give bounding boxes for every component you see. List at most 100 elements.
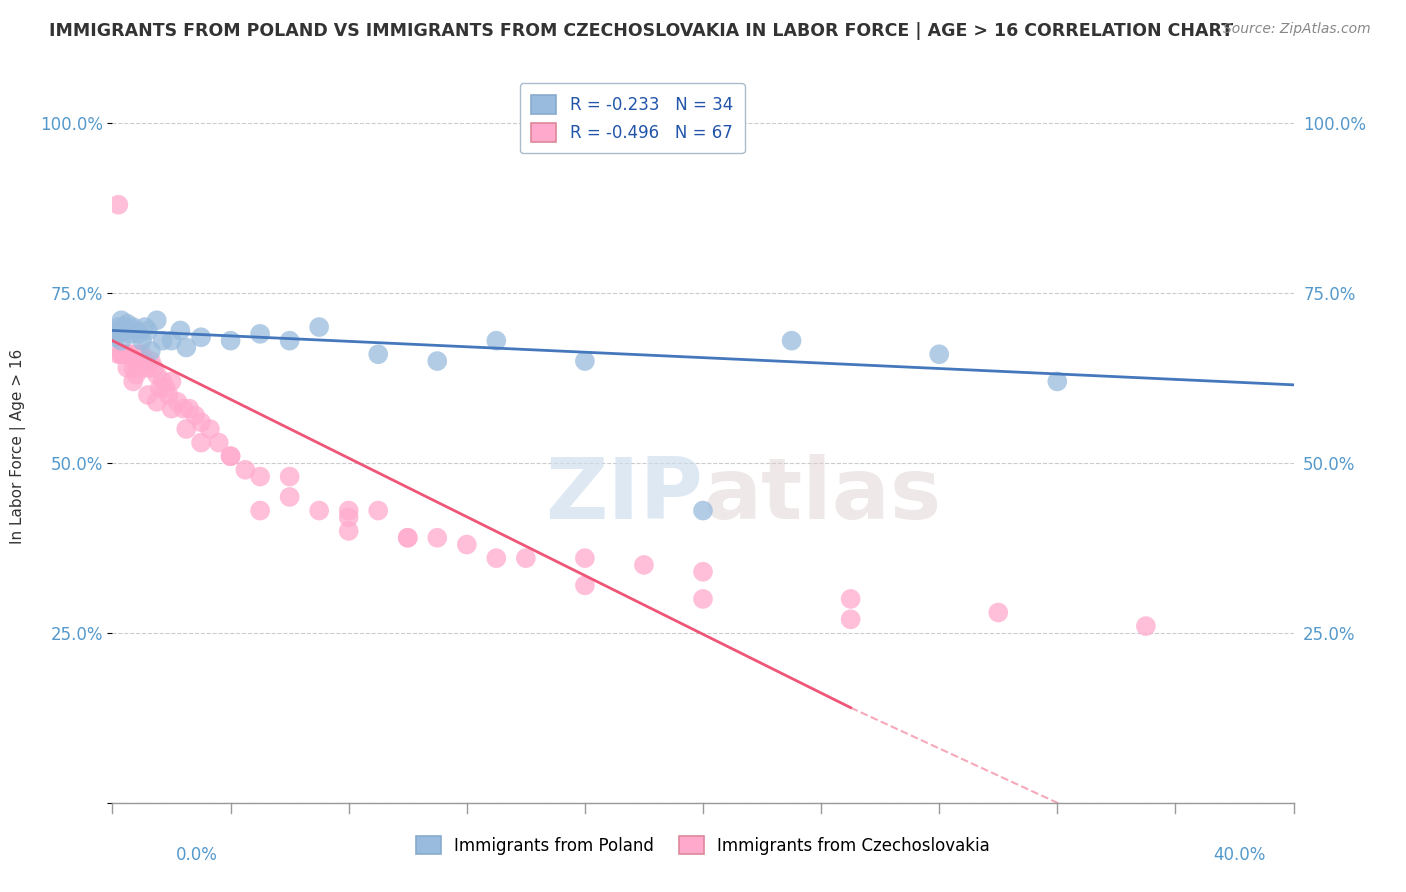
Point <box>107 320 129 334</box>
Point <box>122 320 145 334</box>
Point <box>125 368 148 382</box>
Legend: Immigrants from Poland, Immigrants from Czechoslovakia: Immigrants from Poland, Immigrants from … <box>409 830 997 862</box>
Point <box>174 341 197 355</box>
Point <box>128 326 150 341</box>
Legend: R = -0.233   N = 34, R = -0.496   N = 67: R = -0.233 N = 34, R = -0.496 N = 67 <box>520 83 745 153</box>
Point <box>198 422 221 436</box>
Point <box>278 334 301 348</box>
Point <box>839 591 862 606</box>
Point <box>104 330 127 344</box>
Point <box>396 531 419 545</box>
Text: ZIP: ZIP <box>546 454 703 538</box>
Point <box>308 320 330 334</box>
Point <box>160 334 183 348</box>
Point <box>136 360 159 375</box>
Point <box>172 401 194 416</box>
Point <box>131 334 153 348</box>
Point <box>190 435 212 450</box>
Point <box>146 313 169 327</box>
Point <box>117 347 138 361</box>
Point <box>149 381 172 395</box>
Point <box>337 524 360 538</box>
Point <box>112 347 135 361</box>
Point <box>839 612 862 626</box>
Point <box>125 323 148 337</box>
Point <box>122 360 145 375</box>
Y-axis label: In Labor Force | Age > 16: In Labor Force | Age > 16 <box>10 349 25 543</box>
Point <box>155 381 177 395</box>
Point <box>426 354 449 368</box>
Point <box>208 435 231 450</box>
Point <box>367 503 389 517</box>
Text: atlas: atlas <box>703 454 941 538</box>
Point <box>515 551 537 566</box>
Point <box>160 375 183 389</box>
Point <box>134 354 156 368</box>
Point <box>179 401 201 416</box>
Point <box>166 394 188 409</box>
Point <box>249 326 271 341</box>
Point <box>1135 619 1157 633</box>
Point <box>139 343 162 358</box>
Point <box>1046 375 1069 389</box>
Point <box>107 198 129 212</box>
Point <box>110 347 132 361</box>
Point <box>174 422 197 436</box>
Point <box>131 360 153 375</box>
Point <box>110 313 132 327</box>
Point <box>337 503 360 517</box>
Point <box>278 490 301 504</box>
Point <box>278 469 301 483</box>
Point <box>337 510 360 524</box>
Point <box>112 320 135 334</box>
Point <box>160 401 183 416</box>
Point <box>780 334 803 348</box>
Point <box>692 591 714 606</box>
Point <box>131 347 153 361</box>
Point <box>219 449 242 463</box>
Point <box>396 531 419 545</box>
Point <box>574 354 596 368</box>
Point <box>152 334 174 348</box>
Point <box>117 347 138 361</box>
Point <box>190 415 212 429</box>
Point <box>134 320 156 334</box>
Point <box>142 360 165 375</box>
Point <box>456 537 478 551</box>
Point <box>110 334 132 348</box>
Point <box>157 388 180 402</box>
Point <box>169 323 191 337</box>
Point <box>692 565 714 579</box>
Point <box>120 326 142 341</box>
Point <box>233 463 256 477</box>
Point <box>485 551 508 566</box>
Point <box>117 360 138 375</box>
Point <box>426 531 449 545</box>
Point <box>120 347 142 361</box>
Text: IMMIGRANTS FROM POLAND VS IMMIGRANTS FROM CZECHOSLOVAKIA IN LABOR FORCE | AGE > : IMMIGRANTS FROM POLAND VS IMMIGRANTS FRO… <box>49 22 1233 40</box>
Point <box>136 388 159 402</box>
Point <box>117 317 138 331</box>
Point <box>633 558 655 572</box>
Point <box>692 503 714 517</box>
Text: Source: ZipAtlas.com: Source: ZipAtlas.com <box>1223 22 1371 37</box>
Point <box>107 347 129 361</box>
Point <box>152 375 174 389</box>
Point <box>308 503 330 517</box>
Point <box>574 578 596 592</box>
Point <box>112 323 135 337</box>
Point <box>125 354 148 368</box>
Point <box>249 503 271 517</box>
Point <box>104 326 127 341</box>
Point <box>928 347 950 361</box>
Point <box>139 354 162 368</box>
Point <box>110 347 132 361</box>
Point <box>136 323 159 337</box>
Point <box>128 347 150 361</box>
Point <box>249 469 271 483</box>
Point <box>574 551 596 566</box>
Text: 0.0%: 0.0% <box>176 846 218 863</box>
Point <box>146 368 169 382</box>
Point <box>184 409 207 423</box>
Point <box>987 606 1010 620</box>
